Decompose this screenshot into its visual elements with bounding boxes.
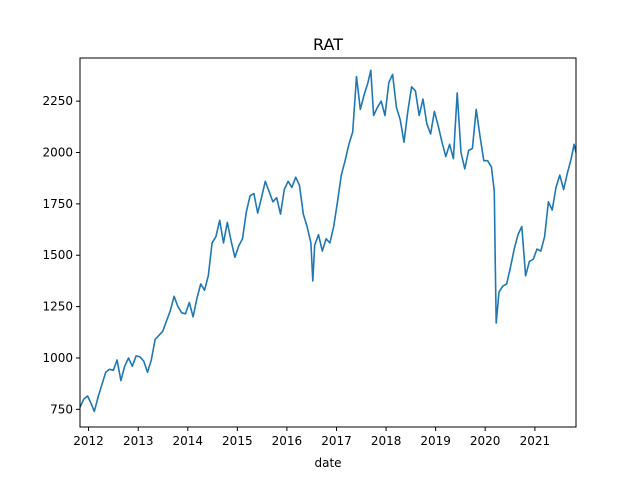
x-tick-label: 2019	[420, 434, 451, 448]
y-tick-label: 750	[50, 402, 73, 416]
x-tick-label: 2017	[321, 434, 352, 448]
y-axis: 750 1000 1250 1500 1750 2000 2250	[42, 94, 80, 416]
x-tick-label: 2016	[272, 434, 303, 448]
x-tick-label: 2013	[123, 434, 154, 448]
series-line	[79, 69, 577, 413]
x-tick-label: 2015	[222, 434, 253, 448]
x-axis: 2012 2013 2014 2015 2016 2017 2018 2019 2020 2021	[73, 427, 550, 448]
x-tick-label: 2012	[73, 434, 104, 448]
x-tick-label: 2020	[470, 434, 501, 448]
y-tick-label: 2250	[42, 94, 73, 108]
y-tick-label: 1500	[42, 248, 73, 262]
x-tick-label: 2018	[371, 434, 402, 448]
x-tick-label: 2021	[520, 434, 551, 448]
chart-title: RAT	[313, 35, 343, 54]
x-tick-label: 2014	[173, 434, 204, 448]
y-tick-label: 1000	[42, 351, 73, 365]
y-tick-label: 1250	[42, 300, 73, 314]
y-tick-label: 1750	[42, 197, 73, 211]
y-tick-label: 2000	[42, 146, 73, 160]
plot-frame	[79, 57, 577, 428]
x-axis-label: date	[314, 456, 341, 470]
